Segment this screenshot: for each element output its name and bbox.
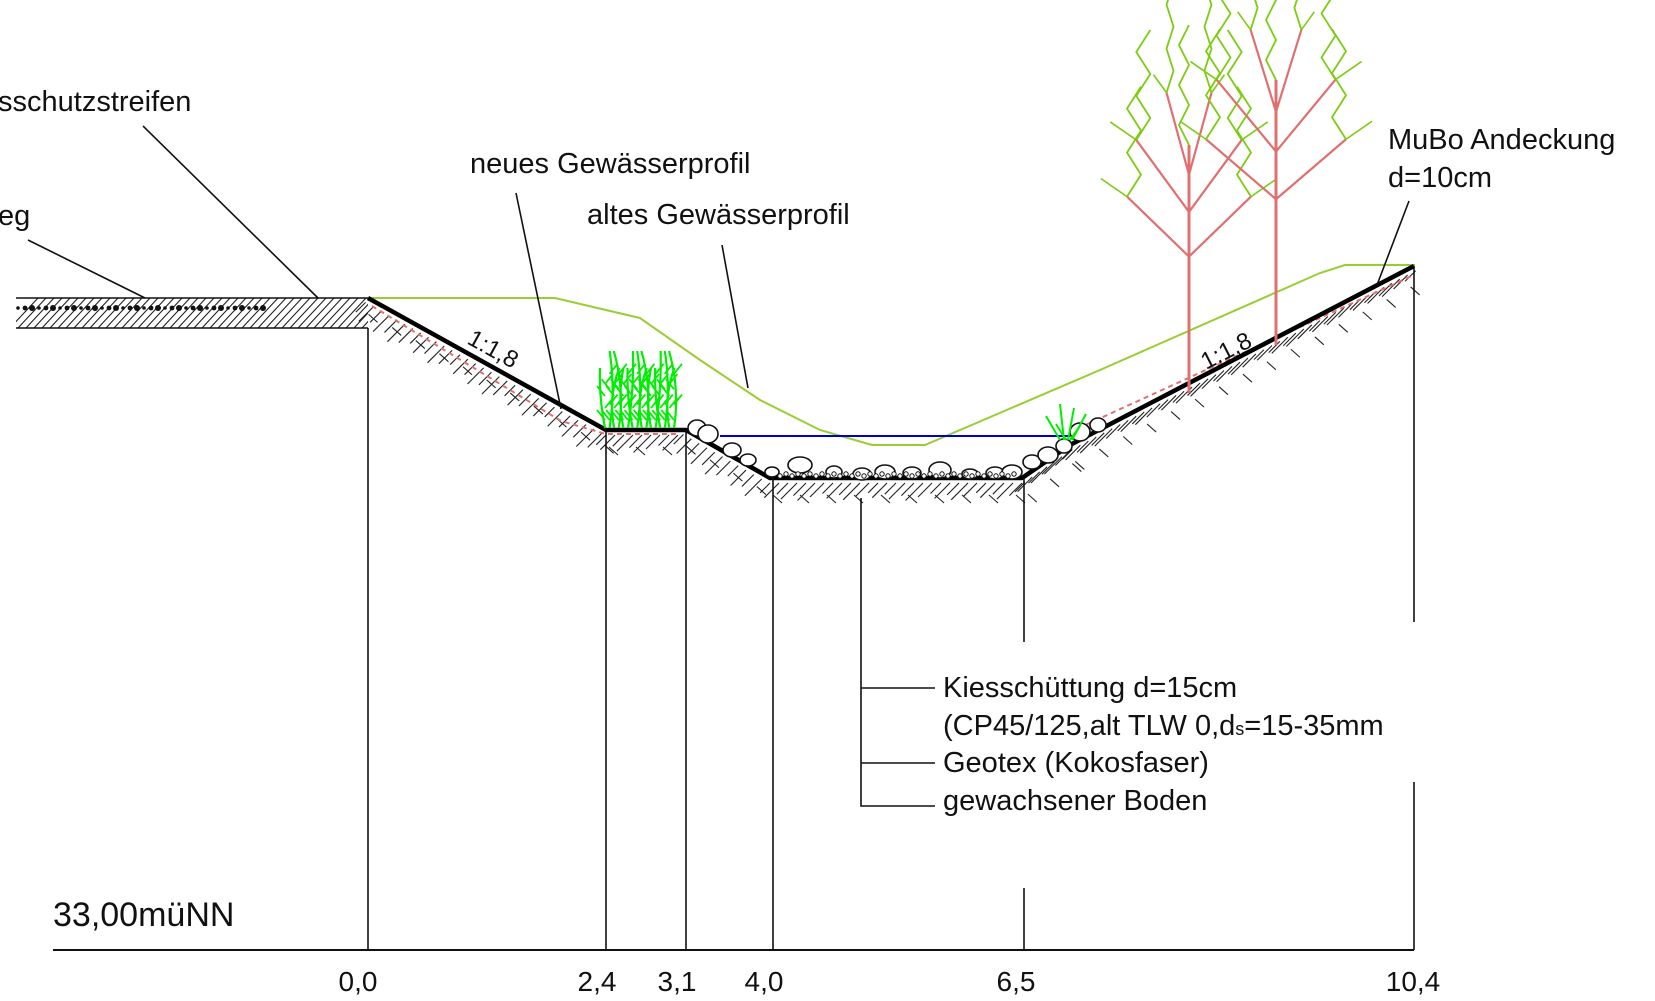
station-label: 4,0 [745,966,784,997]
slope-label-right: 1:1,8 [1196,327,1256,375]
station-label: 10,4 [1386,966,1441,997]
label-weg: eg [0,200,30,232]
station-labels: 0,0 2,4 3,1 4,0 6,5 10,4 [339,966,1441,997]
label-kiesschuettung: Kiesschüttung d=15cm [943,672,1237,704]
reed-plants-icon [596,350,683,429]
label-mubo-thickness: d=10cm [1388,162,1492,194]
station-label: 6,5 [997,966,1036,997]
leader-lines [27,125,1410,807]
grass-tuft-icon [1045,403,1087,441]
station-lines [605,266,1415,950]
label-mubo-andeckung: MuBo Andeckung [1388,124,1615,156]
label-gewachsener-boden: gewachsener Boden [943,785,1207,817]
label-geotex: Geotex (Kokosfaser) [943,747,1209,779]
label-neues-gewaesserprofil: neues Gewässerprofil [470,148,750,180]
boulder-icon [687,417,1107,481]
tree-icon [1100,0,1373,393]
old-profile-line [368,264,1415,446]
ground-hatching [355,270,1420,504]
station-label: 3,1 [658,966,697,997]
station-label: 2,4 [578,966,617,997]
label-uferschutzstreifen: sschutzstreifen [0,86,191,118]
label-kies-spec: (CP45/125,alt TLW 0,ds=15-35mm [943,710,1384,742]
elevation-label: 33,00müNN [53,896,234,934]
path-embankment [16,297,369,950]
label-altes-gewaesserprofil: altes Gewässerprofil [587,199,850,231]
station-label: 0,0 [339,966,378,997]
path-gravel-texture [16,305,266,311]
